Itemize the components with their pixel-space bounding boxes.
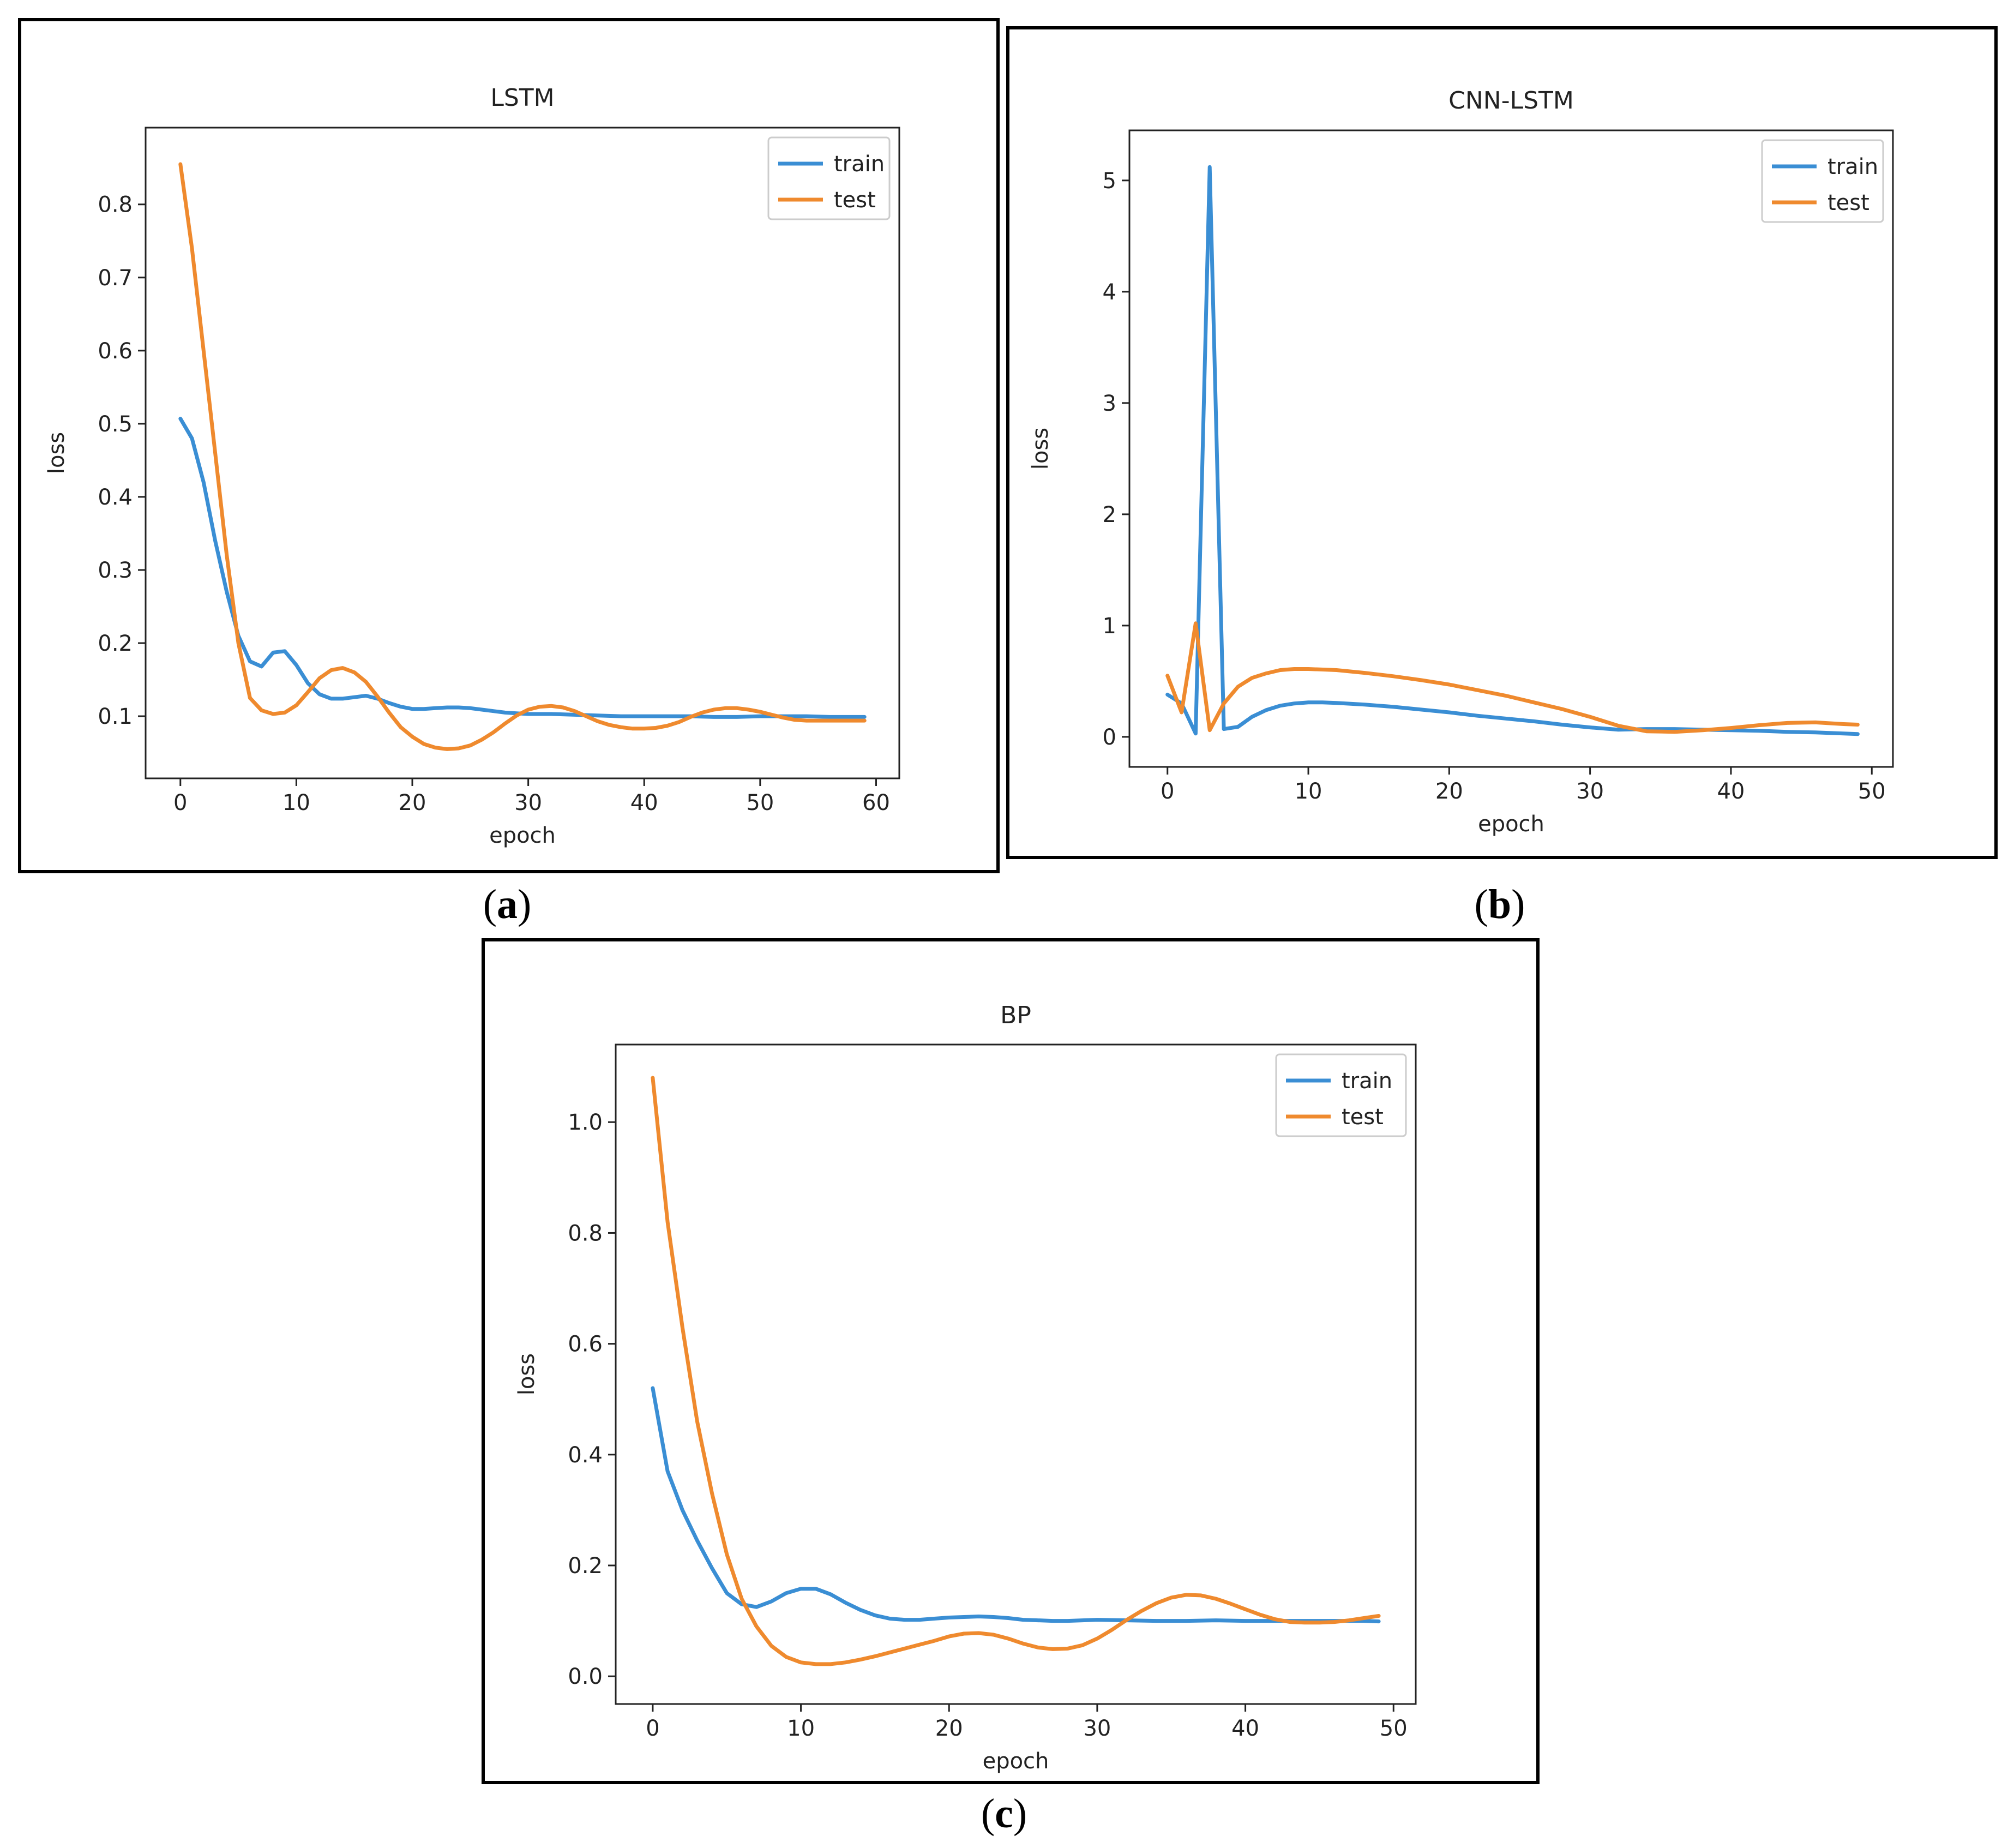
lstm-plot-frame	[145, 127, 900, 779]
lstm-xlabel: epoch	[489, 823, 556, 848]
cnn-lstm-ytick-label: 4	[1103, 280, 1116, 305]
lstm-ytick-label: 0.2	[98, 631, 133, 656]
bp-plot-frame	[615, 1043, 1417, 1705]
chart-panel-cnn-lstm: CNN-LSTM 0 10 20 30 40 50 0 1 2 3 4 5 epoch loss train t…	[1006, 26, 1998, 859]
lstm-xtick-label: 20	[399, 790, 426, 815]
cnn-lstm-xtick-label: 20	[1435, 779, 1463, 804]
cnn-lstm-xtick-label: 0	[1161, 779, 1174, 804]
bp-ylabel: loss	[514, 1353, 539, 1395]
lstm-xtick-label: 0	[173, 790, 187, 815]
chart-cnn-lstm-svg: CNN-LSTM 0 10 20 30 40 50 0 1 2 3 4 5 epoch loss train t…	[1028, 87, 1894, 837]
lstm-title: LSTM	[490, 84, 554, 112]
cnn-lstm-ylabel: loss	[1028, 428, 1053, 470]
bp-xtick-label: 40	[1231, 1716, 1259, 1741]
bp-xlabel: epoch	[983, 1749, 1049, 1774]
bp-legend-label-train: train	[1342, 1069, 1392, 1094]
bp-ytick-label: 0.0	[568, 1664, 603, 1689]
lstm-series-train	[178, 417, 867, 719]
lstm-ylabel: loss	[44, 432, 69, 474]
cnn-lstm-ytick-label: 3	[1103, 391, 1116, 416]
cnn-lstm-series-train	[1165, 165, 1860, 736]
bp-xtick-label: 10	[787, 1716, 815, 1741]
caption-b: (b)	[1474, 881, 1525, 927]
cnn-lstm-xtick-label: 30	[1576, 779, 1604, 804]
cnn-lstm-xtick-label: 40	[1717, 779, 1745, 804]
lstm-ytick-label: 0.1	[98, 704, 133, 729]
bp-series-train	[651, 1386, 1381, 1624]
chart-panel-bp: BP 0 10 20 30 40 50 0.0 0.2 0.4 0.6 0.8 1.0 epoch loss…	[482, 938, 1540, 1784]
bp-title: BP	[1000, 1001, 1031, 1029]
bp-xtick-label: 20	[935, 1716, 963, 1741]
lstm-ytick-label: 0.5	[98, 412, 133, 437]
cnn-lstm-legend-label-train: train	[1827, 154, 1878, 179]
cnn-lstm-ytick-label: 1	[1103, 614, 1116, 639]
bp-ytick-label: 0.6	[568, 1332, 603, 1357]
lstm-series-test	[178, 162, 867, 751]
bp-xtick-label: 50	[1380, 1716, 1408, 1741]
cnn-lstm-xtick-label: 10	[1295, 779, 1322, 804]
bp-ytick-label: 0.2	[568, 1553, 603, 1579]
lstm-ytick-label: 0.3	[98, 558, 133, 583]
caption-a: (a)	[483, 881, 532, 927]
cnn-lstm-series-test	[1165, 621, 1860, 734]
lstm-xtick-label: 60	[862, 790, 890, 815]
chart-bp-svg: BP 0 10 20 30 40 50 0.0 0.2 0.4 0.6 0.8 1.0 epoch loss…	[514, 1001, 1417, 1774]
lstm-legend-label-train: train	[834, 152, 885, 177]
cnn-lstm-ytick-label: 5	[1103, 169, 1116, 194]
cnn-lstm-legend-label-test: test	[1827, 190, 1869, 215]
bp-ytick-label: 1.0	[568, 1110, 603, 1135]
bp-legend-label-test: test	[1342, 1105, 1384, 1130]
cnn-lstm-title: CNN-LSTM	[1448, 87, 1574, 115]
chart-lstm-svg: LSTM 0 10 20 30 40 50 60 0.1 0.2 0.3 0.4 0.5 0.6 0.7 0.…	[44, 84, 900, 848]
lstm-legend-label-test: test	[834, 188, 876, 213]
lstm-ytick-label: 0.6	[98, 339, 133, 364]
lstm-xtick-label: 40	[630, 790, 658, 815]
bp-ytick-label: 0.8	[568, 1221, 603, 1246]
lstm-ytick-label: 0.7	[98, 266, 133, 291]
cnn-lstm-ytick-label: 0	[1103, 725, 1116, 750]
lstm-ytick-label: 0.4	[98, 485, 133, 510]
lstm-ytick-label: 0.8	[98, 193, 133, 218]
bp-xtick-label: 30	[1083, 1716, 1111, 1741]
chart-panel-lstm: LSTM 0 10 20 30 40 50 60 0.1 0.2 0.3 0.4 0.5 0.6 0.7 0.…	[18, 18, 1000, 873]
lstm-xtick-label: 30	[514, 790, 542, 815]
cnn-lstm-ytick-label: 2	[1103, 502, 1116, 527]
bp-ytick-label: 0.4	[568, 1443, 603, 1468]
lstm-xtick-label: 10	[282, 790, 310, 815]
cnn-lstm-plot-frame	[1128, 129, 1894, 768]
cnn-lstm-xtick-label: 50	[1858, 779, 1886, 804]
bp-series-test	[651, 1076, 1381, 1666]
cnn-lstm-xlabel: epoch	[1478, 812, 1544, 837]
caption-c: (c)	[981, 1791, 1027, 1837]
bp-xtick-label: 0	[646, 1716, 659, 1741]
lstm-xtick-label: 50	[746, 790, 774, 815]
bp-legend-box	[1275, 1053, 1407, 1137]
